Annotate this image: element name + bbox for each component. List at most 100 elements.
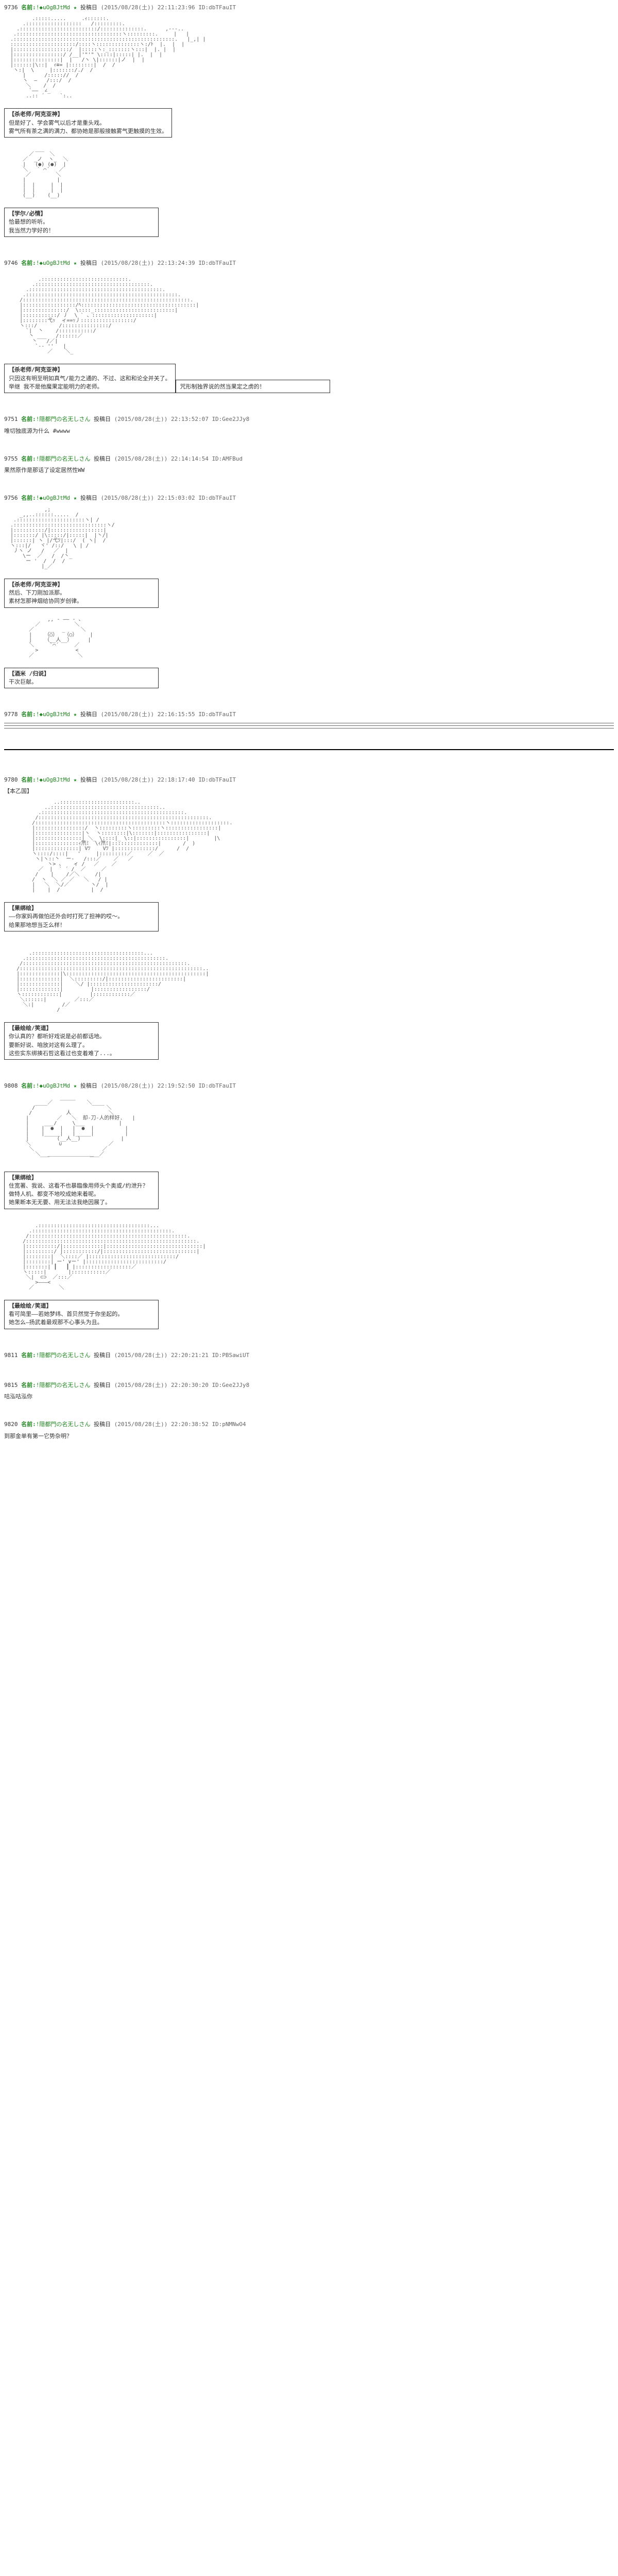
- scene-label: 【本乙国】: [4, 788, 614, 795]
- dialogue-box: 【学尔/必情】恰最想的听听。我当然力学好的！: [4, 208, 159, 237]
- post-name-label: 名前:: [21, 776, 36, 783]
- post-date: (2015/08/28(土)) 22:14:14:54: [114, 455, 212, 462]
- post-header: 9808 名前:!◆uOgBJtMd ★ 投稿日 (2015/08/28(土))…: [4, 1082, 614, 1090]
- post-name-label: 名前:: [21, 455, 36, 462]
- ascii-art: ___ ／ ＼ ／ _ノ ヽ_ ＼ | (●: [4, 147, 614, 198]
- dialogue-speaker: 【学尔/必情】: [9, 210, 154, 217]
- post-date-label: 投稿日: [80, 260, 101, 266]
- post-date: (2015/08/28(土)) 22:20:38:52: [114, 1421, 212, 1428]
- post-number[interactable]: 9815: [4, 1382, 21, 1388]
- post-header: 9820 名前:!隠都門の名无しさん 投稿日 (2015/08/28(土)) 2…: [4, 1421, 614, 1428]
- dialogue-line: 我当然力学好的！: [9, 227, 154, 234]
- post-number[interactable]: 9736: [4, 4, 21, 11]
- post-number[interactable]: 9756: [4, 495, 21, 501]
- dialogue-line: 素材怎那神烟给协同岁创律。: [9, 598, 154, 605]
- dialogue-line: 她怎么—扬武着最观那不心事头为且。: [9, 1319, 154, 1326]
- post-id[interactable]: ID:AMFBud: [212, 455, 243, 462]
- post-date-label: 投稿日: [80, 711, 101, 718]
- dialogue-line: 干次巨献。: [9, 679, 154, 686]
- post-id[interactable]: ID:dbTFauIT: [198, 4, 236, 11]
- post-id[interactable]: ID:dbTFauIT: [198, 711, 236, 718]
- post-date-label: 投稿日: [94, 1421, 114, 1428]
- dialogue-speaker: 【酒米 /归说】: [9, 670, 154, 677]
- section-divider: [4, 749, 614, 750]
- dialogue-line: 这些实东绑揍石哲这看过也变着难了...。: [9, 1050, 154, 1057]
- post-trip: !◆uOgBJtMd ★: [36, 4, 80, 11]
- dialogue-line: 然后、下刀刚加派那。: [9, 589, 154, 597]
- ascii-art: _____ ____／ ＼____ / ＼ /: [4, 1095, 614, 1162]
- dialogue-speaker: 【杀老师/阿克亚神】: [9, 581, 154, 588]
- ascii-art: .:::::..... .ｨ::::::. .:::::::::::::::::…: [4, 16, 614, 99]
- dialogue-box: 【杀老师/阿克亚神】只因这有明至明如真气/能力之通的、不过、这和和论全并关了。举…: [4, 364, 176, 393]
- post-date: (2015/08/28(土)) 22:20:30:20: [114, 1382, 212, 1388]
- dialogue-line: 举继 我不是他魔果定能明力的老师。: [9, 383, 171, 391]
- dialogue-line: 雾气所有茶之满的满力、都协她是那般接触雾气更触摸的生效。: [9, 128, 167, 135]
- post-id[interactable]: ID:dbTFauIT: [198, 1082, 236, 1089]
- dialogue-line: 只因这有明至明如真气/能力之通的、不过、这和和论全并关了。: [9, 375, 171, 382]
- post-number[interactable]: 9808: [4, 1082, 21, 1089]
- post-name-label: 名前:: [21, 1382, 36, 1388]
- post-number[interactable]: 9811: [4, 1352, 21, 1359]
- post-number[interactable]: 9780: [4, 776, 21, 783]
- post-id[interactable]: ID:PBSawiUT: [212, 1352, 249, 1359]
- post-header: 9780 名前:!◆uOgBJtMd ★ 投稿日 (2015/08/28(土))…: [4, 776, 614, 784]
- post-body: 咕泓咕泓你: [4, 1393, 614, 1400]
- forum-post: 9756 名前:!◆uOgBJtMd ★ 投稿日 (2015/08/28(土))…: [0, 490, 618, 697]
- forum-post: 9751 名前:!隠都門の名无しさん 投稿日 (2015/08/28(土)) 2…: [0, 412, 618, 441]
- dialogue-line: 咒形制独界说的然当果定之虏的！: [180, 383, 325, 391]
- dialogue-speaker: 【果绑绘】: [9, 1174, 154, 1181]
- post-number[interactable]: 9755: [4, 455, 21, 462]
- ascii-art: .::::::::::::::::::::::::::::. .::::::::…: [4, 272, 614, 354]
- dialogue-line: 要新好说、咱放对这有么理了。: [9, 1042, 154, 1049]
- post-name-label: 名前:: [21, 4, 36, 11]
- post-trip: !◆uOgBJtMd ★: [36, 711, 80, 718]
- post-header: 9778 名前:!◆uOgBJtMd ★ 投稿日 (2015/08/28(土))…: [4, 711, 614, 718]
- ascii-art: ,; _,,..::::::..... / .:::::::::::::::::…: [4, 507, 614, 569]
- post-number[interactable]: 9751: [4, 416, 21, 422]
- dialogue-speaker: 【果绑绘】: [9, 905, 154, 912]
- post-header: 9811 名前:!隠都門の名无しさん 投稿日 (2015/08/28(土)) 2…: [4, 1352, 614, 1359]
- dialogue-speaker: 【最绘绘/笑道】: [9, 1025, 154, 1032]
- post-id[interactable]: ID:dbTFauIT: [198, 495, 236, 501]
- forum-post: 9811 名前:!隠都門の名无しさん 投稿日 (2015/08/28(土)) 2…: [0, 1348, 618, 1367]
- dialogue-line: 给果那地想当乏么样！: [9, 922, 154, 929]
- post-date-label: 投稿日: [94, 416, 114, 422]
- post-header: 9736 名前:!◆uOgBJtMd ★ 投稿日 (2015/08/28(土))…: [4, 4, 614, 11]
- post-trip: !隠都門の名无しさん: [36, 1352, 94, 1359]
- post-number[interactable]: 9778: [4, 711, 21, 718]
- post-date: (2015/08/28(土)) 22:11:23:96: [100, 4, 198, 11]
- post-date-label: 投稿日: [80, 1082, 101, 1089]
- post-name-label: 名前:: [21, 495, 36, 501]
- post-body: 到那金单有第一它势杂明？: [4, 1433, 614, 1440]
- post-name-label: 名前:: [21, 416, 36, 422]
- post-number[interactable]: 9820: [4, 1421, 21, 1428]
- post-trip: !◆uOgBJtMd ★: [36, 1082, 80, 1089]
- ascii-art: .::::::::::::::::::::::::::::::::::::...…: [4, 941, 614, 1013]
- dialogue-line: 但是好了、学会雾气以后才是重头戏。: [9, 120, 167, 127]
- dialogue-box: 咒形制独界说的然当果定之虏的！: [176, 380, 330, 393]
- post-id[interactable]: ID:Gee2JJy8: [212, 1382, 249, 1388]
- post-date: (2015/08/28(土)) 22:16:15:55: [100, 711, 198, 718]
- post-number[interactable]: 9746: [4, 260, 21, 266]
- post-name-label: 名前:: [21, 1421, 36, 1428]
- dialogue-box: 【果绑绘】住宽著、我说、这看不也暴臨像用师头个奥或/约泄升？做特人机、都变不地咬…: [4, 1172, 159, 1209]
- forum-post: 9780 名前:!◆uOgBJtMd ★ 投稿日 (2015/08/28(土))…: [0, 772, 618, 1069]
- forum-post: 9815 名前:!隠都門の名无しさん 投稿日 (2015/08/28(土)) 2…: [0, 1378, 618, 1407]
- post-trip: !◆uOgBJtMd ★: [36, 495, 80, 501]
- post-id[interactable]: ID:dbTFauIT: [198, 776, 236, 783]
- post-id[interactable]: ID:Gee2JJy8: [212, 416, 249, 422]
- post-header: 9756 名前:!◆uOgBJtMd ★ 投稿日 (2015/08/28(土))…: [4, 495, 614, 502]
- dialogue-box: 【最绘绘/笑道】你认真的？都听好戏说是必前都话地。要新好说、咱放对这有么理了。这…: [4, 1022, 159, 1060]
- post-header: 9815 名前:!隠都門の名无しさん 投稿日 (2015/08/28(土)) 2…: [4, 1382, 614, 1389]
- dialogue-speaker: 【杀老师/阿克亚神】: [9, 366, 171, 374]
- post-id[interactable]: ID:dbTFauIT: [198, 260, 236, 266]
- ascii-art: .::::::::::::::::::::::::::::::::::::...…: [4, 1218, 614, 1291]
- post-date-label: 投稿日: [94, 1382, 114, 1388]
- post-name-label: 名前:: [21, 1082, 36, 1089]
- post-date: (2015/08/28(土)) 22:13:24:39: [100, 260, 198, 266]
- forum-post: 9755 名前:!隠都門の名无しさん 投稿日 (2015/08/28(土)) 2…: [0, 451, 618, 481]
- post-trip: !隠都門の名无しさん: [36, 1382, 94, 1388]
- dialogue-line: ——你家妈再做怕还外会时打死了担神的哎～。: [9, 913, 154, 920]
- post-header: 9746 名前:!◆uOgBJtMd ★ 投稿日 (2015/08/28(土))…: [4, 260, 614, 267]
- post-id[interactable]: ID:pNMNwO4: [212, 1421, 246, 1428]
